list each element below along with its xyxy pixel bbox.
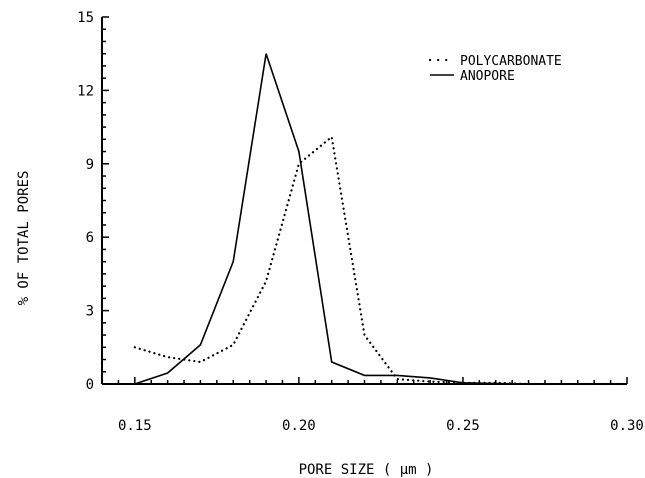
- x-axis-label: PORE SIZE ( μm ): [299, 462, 434, 478]
- series-layer: [102, 53, 629, 386]
- y-tick-label: 3: [86, 304, 94, 320]
- y-tick-label: 6: [86, 230, 94, 246]
- x-tick-label: 0.20: [282, 418, 316, 434]
- legend-label-anopore: ANOPORE: [460, 69, 515, 84]
- legend-label-polycarbonate: POLYCARBONATE: [460, 54, 562, 69]
- x-tick-label: 0.15: [118, 418, 152, 434]
- y-axis-label: % OF TOTAL PORES: [16, 171, 32, 306]
- x-tick-label: 0.30: [610, 418, 644, 434]
- y-tick-label: 0: [86, 377, 94, 393]
- series-line-anopore: [102, 53, 627, 385]
- y-tick-label: 15: [77, 10, 94, 26]
- x-tick-label: 0.25: [446, 418, 480, 434]
- ticks-layer: 0 3 6 9 12 15 0.15 0.20 0.25 0.30: [77, 10, 644, 434]
- y-tick-label: 12: [77, 83, 94, 99]
- y-tick-label: 9: [86, 157, 94, 173]
- series-line-polycarbonate: [133, 134, 629, 386]
